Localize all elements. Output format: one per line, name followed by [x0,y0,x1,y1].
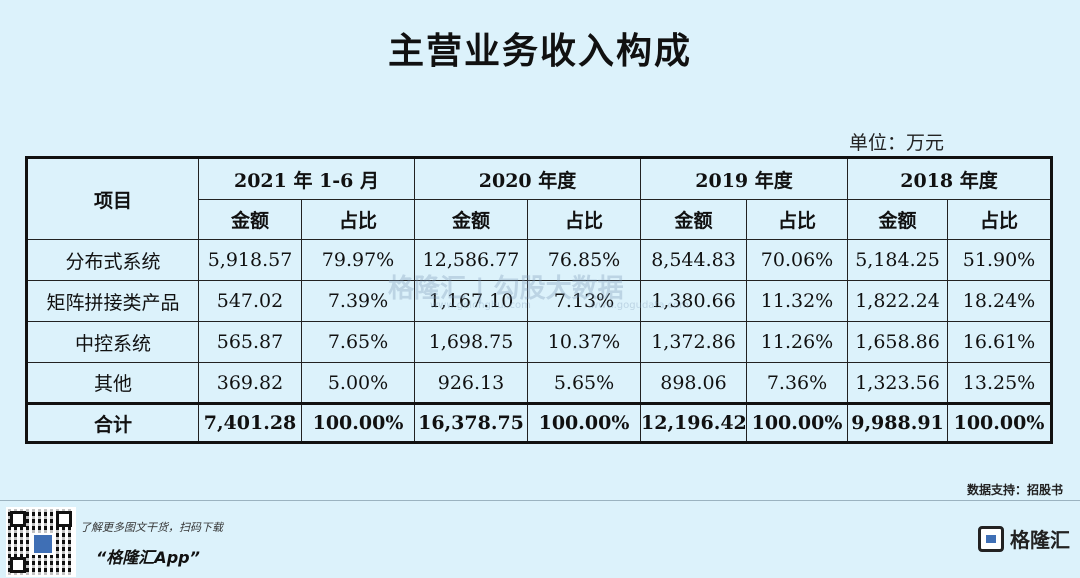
table-cell: 18.24% [947,280,1052,322]
amount-header: 金额 [847,199,948,240]
table-cell: 7.13% [527,280,641,322]
app-name: “格隆汇App” [96,548,200,567]
table-cell: 70.06% [746,239,848,281]
table-row: 中控系统 565.87 7.65% 1,698.75 10.37% 1,372.… [26,321,1052,363]
share-header: 占比 [301,199,415,240]
table-row: 分布式系统 5,918.57 79.97% 12,586.77 76.85% 8… [26,239,1052,281]
table-cell: 1,658.86 [847,321,948,363]
table-cell: 7.65% [301,321,415,363]
table-cell: 5,918.57 [198,239,302,281]
table-cell: 1,698.75 [414,321,528,363]
table-cell: 16,378.75 [414,403,528,443]
table-cell: 16.61% [947,321,1052,363]
table-cell: 51.90% [947,239,1052,281]
unit-label: 单位：万元 [849,132,945,154]
table-row: 矩阵拼接类产品 547.02 7.39% 1,167.10 7.13% 1,38… [26,280,1052,322]
table-cell: 898.06 [640,362,747,404]
brand-logo: 格隆汇 [978,524,1070,553]
watermark-url: www.gelonghui.com [430,300,531,311]
table-cell: 7,401.28 [198,403,302,443]
table-row: 其他 369.82 5.00% 926.13 5.65% 898.06 7.36… [26,362,1052,404]
table-cell: 7.36% [746,362,848,404]
data-source: 数据支持：招股书 [967,483,1064,497]
table-cell: 11.32% [746,280,848,322]
table-cell: 100.00% [527,403,641,443]
logo-icon [978,525,1004,552]
table-cell: 926.13 [414,362,528,404]
table-cell: 1,167.10 [414,280,528,322]
row-label: 其他 [26,362,199,404]
qr-code-icon[interactable] [6,507,76,577]
table-cell: 100.00% [947,403,1052,443]
table-cell: 7.39% [301,280,415,322]
total-row: 合计 7,401.28 100.00% 16,378.75 100.00% 12… [26,403,1052,443]
table-cell: 100.00% [301,403,415,443]
row-label: 矩阵拼接类产品 [26,280,199,322]
table-cell: 79.97% [301,239,415,281]
table-cell: 1,822.24 [847,280,948,322]
watermark-url: www.gogudata.com [590,300,690,311]
table-cell: 76.85% [527,239,641,281]
item-header: 项目 [26,157,199,240]
period-header-2020: 2020 年度 [414,157,641,200]
table-cell: 9,988.91 [847,403,948,443]
table-cell: 565.87 [198,321,302,363]
table-cell: 100.00% [746,403,848,443]
share-header: 占比 [746,199,848,240]
table-cell: 10.37% [527,321,641,363]
table-cell: 369.82 [198,362,302,404]
page-title: 主营业务收入构成 [387,31,692,72]
table-cell: 1,372.86 [640,321,747,363]
period-header-2018: 2018 年度 [847,157,1052,200]
table-cell: 1,323.56 [847,362,948,404]
table-cell: 5,184.25 [847,239,948,281]
share-header: 占比 [947,199,1052,240]
table-cell: 12,196.42 [640,403,747,443]
amount-header: 金额 [198,199,302,240]
logo-name: 格隆汇 [1010,528,1070,552]
period-header-2019: 2019 年度 [640,157,848,200]
amount-header: 金额 [414,199,528,240]
table-cell: 13.25% [947,362,1052,404]
table-cell: 12,586.77 [414,239,528,281]
table-cell: 8,544.83 [640,239,747,281]
row-label: 分布式系统 [26,239,199,281]
table-cell: 5.65% [527,362,641,404]
row-label: 合计 [26,403,199,443]
amount-header: 金额 [640,199,747,240]
share-header: 占比 [527,199,641,240]
table-cell: 11.26% [746,321,848,363]
row-label: 中控系统 [26,321,199,363]
promo-text: 了解更多图文干货，扫码下载 [80,521,223,534]
table-cell: 5.00% [301,362,415,404]
footer-divider [0,500,1080,501]
revenue-table: 项目 2021 年 1-6 月 2020 年度 2019 年度 2018 年度 … [25,156,1053,444]
period-header-2021h1: 2021 年 1-6 月 [198,157,415,200]
table-cell: 547.02 [198,280,302,322]
